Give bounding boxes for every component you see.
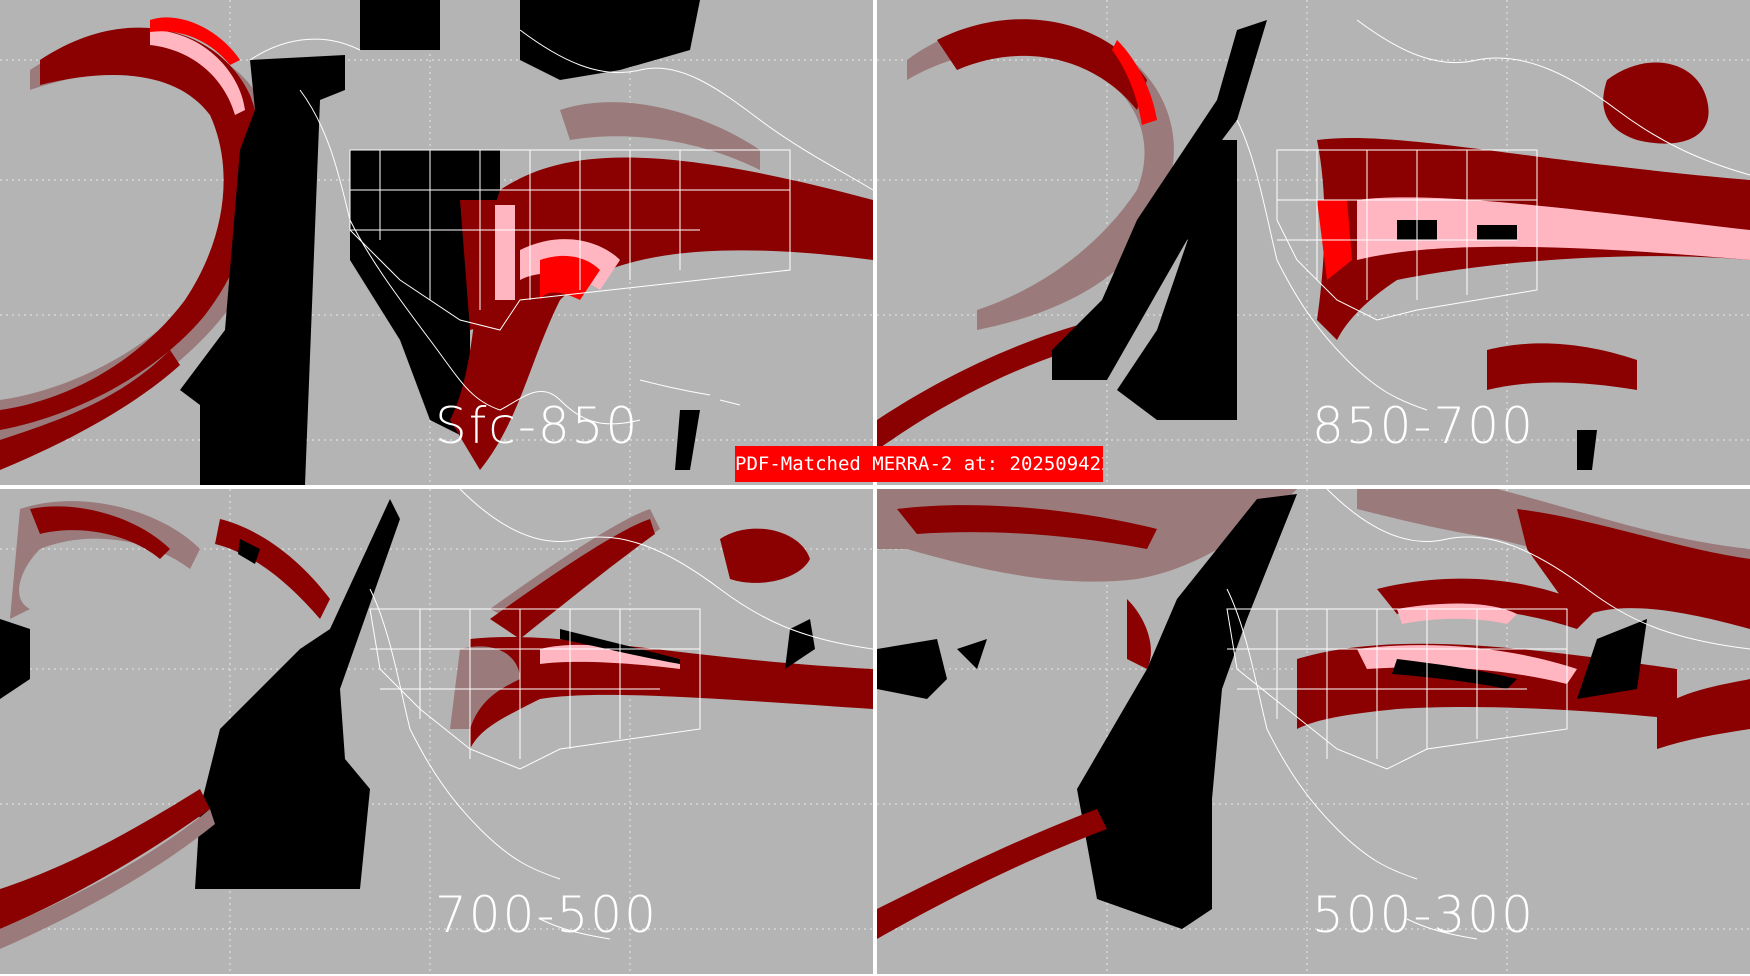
map-canvas — [0, 489, 873, 974]
map-canvas — [877, 489, 1750, 974]
no-data-region — [1052, 20, 1267, 380]
map-panel-850-700: 850-700 — [877, 0, 1750, 485]
country-outlines — [1236, 19, 1750, 411]
map-canvas — [877, 0, 1750, 485]
map-canvas — [0, 0, 873, 485]
no-data-region — [1077, 494, 1297, 929]
timestamp-banner: PDF-Matched MERRA-2 at: 202509422 — [735, 446, 1103, 482]
map-panel-500-300: 500-300 — [877, 489, 1750, 974]
map-panel-700-500: 700-500 — [0, 489, 873, 974]
country-outlines — [249, 29, 873, 425]
panel-label: Sfc-850 — [435, 397, 640, 455]
no-data-region — [180, 55, 345, 485]
no-data-region — [195, 499, 400, 889]
panel-label: 500-300 — [1312, 886, 1535, 944]
country-outlines — [1226, 489, 1750, 940]
country-outlines — [369, 489, 873, 940]
panel-label: 850-700 — [1312, 397, 1535, 455]
map-panel-sfc-850: Sfc-850 — [0, 0, 873, 485]
panel-label: 700-500 — [435, 886, 658, 944]
